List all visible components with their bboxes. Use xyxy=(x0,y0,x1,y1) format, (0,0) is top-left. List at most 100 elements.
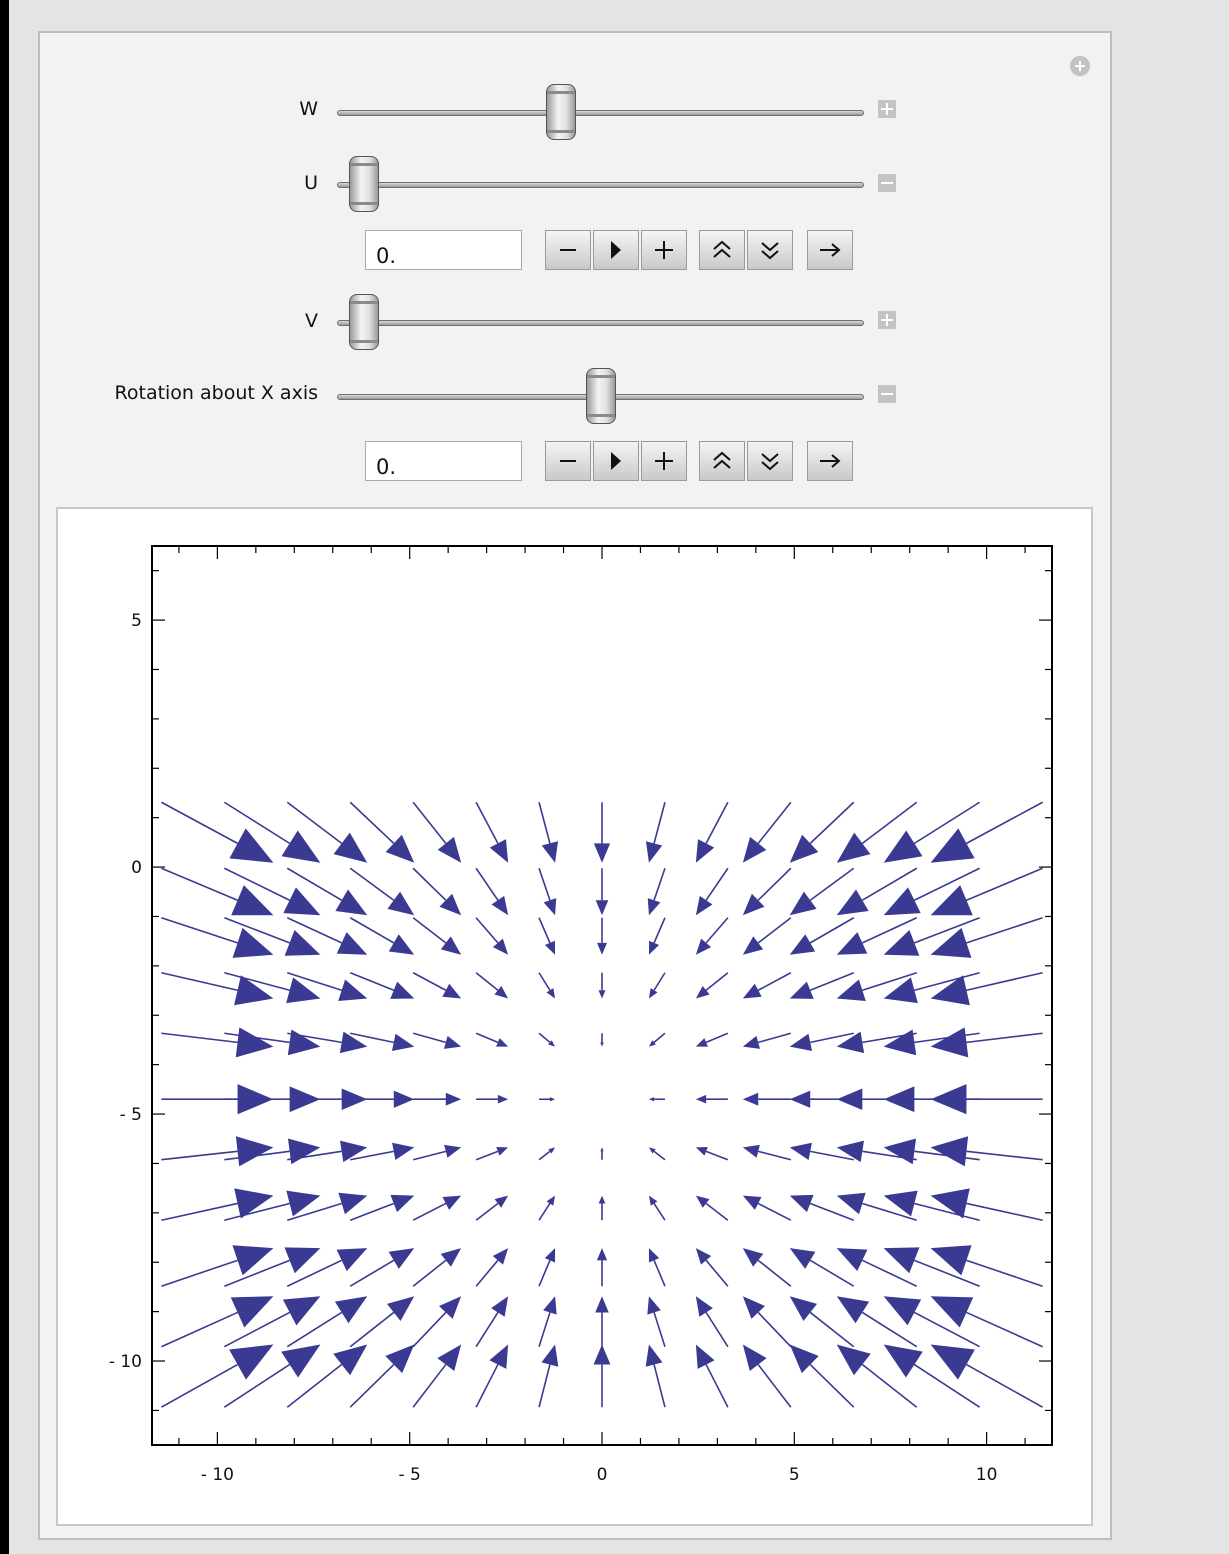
field-arrow xyxy=(538,972,556,999)
field-arrow xyxy=(883,971,980,1004)
u-collapse-minus-icon[interactable] xyxy=(878,174,896,192)
u-play-button[interactable] xyxy=(593,230,639,270)
rotation-value-field[interactable]: 0. xyxy=(365,441,522,481)
field-arrow xyxy=(695,917,729,955)
faster-icon xyxy=(713,451,731,469)
w-slider-track[interactable] xyxy=(337,110,864,116)
u-slower-button[interactable] xyxy=(747,230,793,270)
field-arrow xyxy=(286,917,368,955)
minus-icon xyxy=(560,249,576,251)
field-arrow xyxy=(789,1032,854,1051)
field-arrow xyxy=(593,1344,611,1408)
field-arrow xyxy=(539,1097,556,1102)
field-arrow xyxy=(412,972,462,999)
field-arrow xyxy=(286,1344,368,1408)
field-arrow xyxy=(789,917,855,955)
v-expand-plus-icon[interactable] xyxy=(878,311,896,329)
field-arrow xyxy=(930,1027,1043,1058)
field-arrow xyxy=(836,1296,918,1348)
field-arrow xyxy=(475,917,509,955)
field-arrow xyxy=(161,916,274,958)
plus-icon xyxy=(655,452,673,470)
field-arrow xyxy=(789,801,855,863)
u-slider-track[interactable] xyxy=(337,182,864,188)
w-expand-plus-icon[interactable] xyxy=(878,100,896,118)
field-arrow xyxy=(350,1090,415,1108)
u-direction-button[interactable] xyxy=(807,230,853,270)
y-tick-label: - 5 xyxy=(120,1105,142,1125)
rotation-collapse-minus-icon[interactable] xyxy=(878,385,896,403)
field-arrow xyxy=(287,1031,368,1054)
field-arrow xyxy=(695,1344,729,1408)
field-arrow xyxy=(538,867,557,916)
field-arrow xyxy=(161,1136,274,1167)
u-faster-button[interactable] xyxy=(699,230,745,270)
field-arrow xyxy=(412,1296,462,1348)
field-arrow xyxy=(224,1029,321,1056)
y-tick-label: 5 xyxy=(131,611,142,631)
field-arrow xyxy=(648,1032,666,1047)
field-arrow xyxy=(224,1247,321,1287)
u-slider-label: U xyxy=(304,172,318,194)
field-arrow xyxy=(695,1147,729,1161)
field-arrow xyxy=(695,867,729,916)
field-arrow xyxy=(538,917,556,955)
v-slider-track[interactable] xyxy=(337,320,864,326)
field-arrow xyxy=(538,1147,556,1161)
field-arrow xyxy=(287,971,368,1002)
field-arrow xyxy=(648,972,666,999)
x-tick-label: - 5 xyxy=(399,1465,421,1485)
field-arrow xyxy=(538,1344,559,1408)
window-edge xyxy=(0,0,9,1554)
field-arrow xyxy=(287,1140,368,1163)
u-slider-thumb[interactable] xyxy=(349,156,379,212)
field-arrow xyxy=(287,1192,368,1221)
field-arrow xyxy=(350,1032,415,1051)
field-arrow xyxy=(930,916,1043,958)
field-arrow xyxy=(160,1344,274,1408)
field-arrow xyxy=(930,1245,1043,1287)
field-arrow xyxy=(883,916,980,956)
field-arrow xyxy=(475,1195,509,1221)
field-arrow xyxy=(742,972,792,999)
rotation-plus-button[interactable] xyxy=(641,441,687,481)
field-arrow xyxy=(836,867,918,916)
field-arrow xyxy=(789,1248,855,1287)
field-arrow xyxy=(742,1296,792,1348)
options-plus-icon[interactable] xyxy=(1070,56,1090,76)
rotation-faster-button[interactable] xyxy=(699,441,745,481)
direction-icon xyxy=(820,454,841,468)
x-tick-label: - 10 xyxy=(201,1465,234,1485)
field-arrow xyxy=(538,1032,556,1047)
rotation-direction-button[interactable] xyxy=(807,441,853,481)
play-icon xyxy=(611,452,621,470)
rotation-slower-button[interactable] xyxy=(747,441,793,481)
field-arrow xyxy=(413,1092,462,1106)
field-arrow xyxy=(930,801,1043,863)
rotation-minus-button[interactable] xyxy=(545,441,591,481)
x-tick-label: 5 xyxy=(789,1465,800,1485)
field-arrow xyxy=(930,1296,1043,1348)
field-arrow xyxy=(648,1147,666,1161)
rotation-play-button[interactable] xyxy=(593,441,639,481)
w-slider-thumb[interactable] xyxy=(546,84,576,140)
field-arrow xyxy=(349,1344,415,1408)
field-arrow xyxy=(349,1248,415,1287)
y-tick-label: - 10 xyxy=(109,1352,142,1372)
field-arrow xyxy=(596,1248,608,1287)
field-arrow xyxy=(883,1247,980,1287)
rotation-slider-thumb[interactable] xyxy=(586,368,616,424)
field-arrow xyxy=(286,801,368,863)
field-arrow xyxy=(475,972,509,999)
u-minus-button[interactable] xyxy=(545,230,591,270)
v-slider-thumb[interactable] xyxy=(349,294,379,350)
u-value-field[interactable]: 0. xyxy=(365,230,522,270)
minus-icon xyxy=(560,460,576,462)
field-arrow xyxy=(475,1296,509,1348)
field-arrow xyxy=(223,867,321,916)
field-arrow xyxy=(349,801,415,863)
field-arrow xyxy=(930,867,1043,916)
u-plus-button[interactable] xyxy=(641,230,687,270)
field-arrow xyxy=(883,1344,981,1408)
